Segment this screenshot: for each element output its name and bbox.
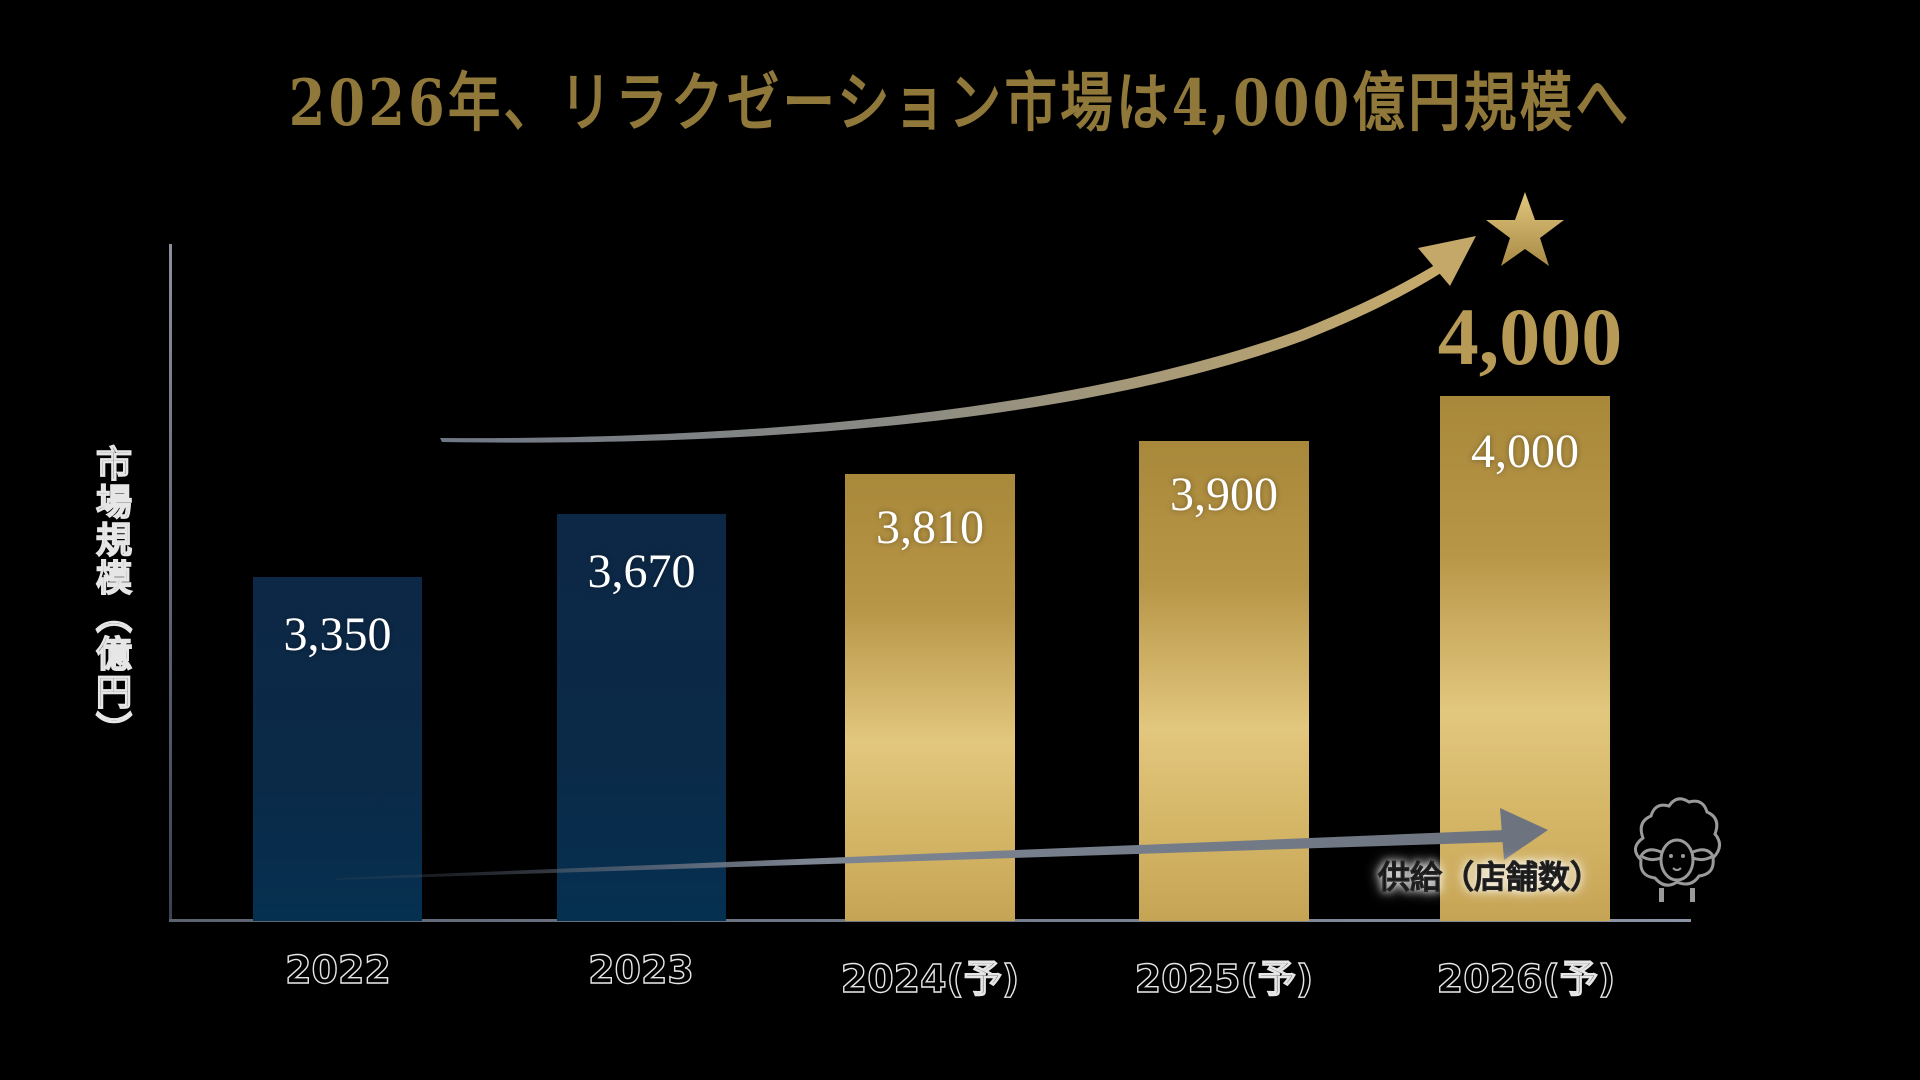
curved-arrow-icon <box>440 236 1476 443</box>
x-tick-2026: 2026(予) <box>1436 956 1616 1001</box>
x-tick-2023: 2023 <box>587 947 694 992</box>
x-tick-2025: 2025(予) <box>1134 956 1314 1001</box>
bar-2022: 3,350 <box>253 577 422 921</box>
bar-2023: 3,670 <box>557 514 726 921</box>
bar-value-label: 4,000 <box>1471 425 1579 478</box>
page-title: 2026年、リラクゼーション市場は4,000億円規模へ <box>288 66 1632 141</box>
y-axis-label: 市場規模（億円） <box>89 444 131 749</box>
bar-2024: 3,810 <box>845 474 1015 921</box>
bar-value-label: 3,810 <box>876 501 984 554</box>
supply-label: 供給（店舗数） <box>1378 858 1603 897</box>
bar-value-label: 3,670 <box>587 545 696 598</box>
bar-value-label: 3,350 <box>283 608 392 661</box>
x-tick-2022: 2022 <box>284 947 391 992</box>
sheep-icon <box>1634 797 1721 902</box>
star-icon <box>1486 192 1564 266</box>
x-tick-2024: 2024(予) <box>840 956 1020 1001</box>
arrow-right-icon <box>335 808 1548 880</box>
y-axis-line <box>169 244 172 922</box>
bar-value-label: 3,900 <box>1170 468 1278 521</box>
highlight-value: 4,000 <box>1437 291 1623 382</box>
